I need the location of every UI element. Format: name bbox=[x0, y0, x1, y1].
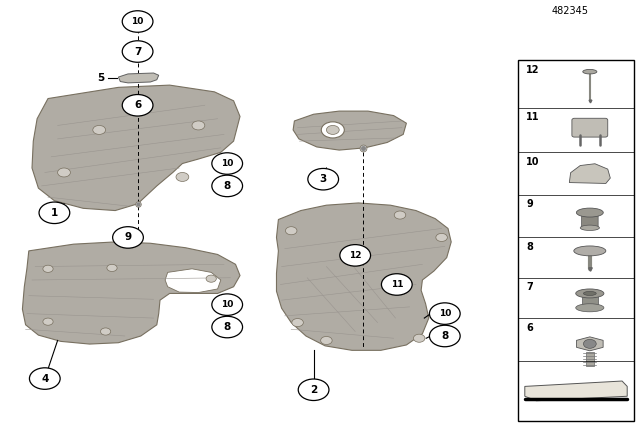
Circle shape bbox=[413, 334, 425, 342]
Text: 4: 4 bbox=[41, 374, 49, 383]
Circle shape bbox=[113, 227, 143, 248]
Circle shape bbox=[308, 168, 339, 190]
Text: 11: 11 bbox=[390, 280, 403, 289]
Circle shape bbox=[192, 121, 205, 130]
FancyBboxPatch shape bbox=[586, 352, 594, 366]
Circle shape bbox=[381, 274, 412, 295]
Ellipse shape bbox=[583, 69, 597, 74]
Circle shape bbox=[206, 275, 216, 282]
FancyBboxPatch shape bbox=[572, 118, 608, 137]
Circle shape bbox=[29, 368, 60, 389]
Text: 11: 11 bbox=[526, 112, 540, 122]
Text: 1: 1 bbox=[51, 208, 58, 218]
Ellipse shape bbox=[576, 304, 604, 312]
Polygon shape bbox=[577, 337, 603, 351]
Text: 6: 6 bbox=[526, 323, 533, 332]
Circle shape bbox=[43, 265, 53, 272]
Circle shape bbox=[122, 95, 153, 116]
Polygon shape bbox=[22, 242, 240, 344]
Polygon shape bbox=[525, 381, 627, 401]
Circle shape bbox=[107, 264, 117, 271]
Text: 3: 3 bbox=[319, 174, 327, 184]
Circle shape bbox=[326, 125, 339, 134]
Circle shape bbox=[100, 328, 111, 335]
Circle shape bbox=[122, 11, 153, 32]
Polygon shape bbox=[276, 203, 451, 350]
Circle shape bbox=[212, 153, 243, 174]
Text: 8: 8 bbox=[223, 181, 231, 191]
Circle shape bbox=[212, 316, 243, 338]
Text: 10: 10 bbox=[221, 159, 234, 168]
Circle shape bbox=[43, 318, 53, 325]
Polygon shape bbox=[126, 18, 149, 28]
Polygon shape bbox=[118, 73, 159, 83]
Ellipse shape bbox=[574, 246, 606, 256]
Circle shape bbox=[212, 294, 243, 315]
Text: 12: 12 bbox=[349, 251, 362, 260]
Ellipse shape bbox=[576, 289, 604, 298]
Polygon shape bbox=[570, 164, 611, 184]
Text: 10: 10 bbox=[526, 157, 540, 167]
Text: 8: 8 bbox=[441, 331, 449, 341]
Circle shape bbox=[58, 168, 70, 177]
Circle shape bbox=[429, 303, 460, 324]
Circle shape bbox=[340, 245, 371, 266]
Text: 8: 8 bbox=[526, 242, 533, 252]
Text: 5: 5 bbox=[97, 73, 105, 83]
Text: 8: 8 bbox=[223, 322, 231, 332]
Ellipse shape bbox=[128, 47, 147, 54]
Ellipse shape bbox=[129, 100, 147, 108]
Polygon shape bbox=[32, 85, 240, 211]
Circle shape bbox=[429, 325, 460, 347]
Text: 12: 12 bbox=[526, 65, 540, 75]
Text: 482345: 482345 bbox=[551, 6, 588, 16]
Text: 7: 7 bbox=[526, 282, 533, 292]
Circle shape bbox=[394, 211, 406, 219]
Circle shape bbox=[93, 125, 106, 134]
Text: 6: 6 bbox=[134, 100, 141, 110]
Text: 10: 10 bbox=[438, 309, 451, 318]
Ellipse shape bbox=[580, 225, 600, 230]
Text: 10: 10 bbox=[131, 17, 144, 26]
Circle shape bbox=[39, 202, 70, 224]
Bar bbox=[518, 60, 634, 421]
Polygon shape bbox=[165, 269, 221, 293]
Circle shape bbox=[212, 175, 243, 197]
Ellipse shape bbox=[584, 292, 596, 296]
FancyBboxPatch shape bbox=[582, 211, 598, 229]
Circle shape bbox=[436, 233, 447, 241]
Ellipse shape bbox=[577, 208, 604, 217]
Circle shape bbox=[321, 122, 344, 138]
FancyBboxPatch shape bbox=[582, 293, 598, 308]
Circle shape bbox=[298, 379, 329, 401]
Circle shape bbox=[285, 227, 297, 235]
Circle shape bbox=[292, 319, 303, 327]
Circle shape bbox=[176, 172, 189, 181]
Circle shape bbox=[122, 41, 153, 62]
Text: 7: 7 bbox=[134, 47, 141, 56]
Circle shape bbox=[321, 336, 332, 345]
Polygon shape bbox=[293, 111, 406, 150]
Circle shape bbox=[132, 100, 143, 108]
Circle shape bbox=[584, 340, 596, 349]
Text: 9: 9 bbox=[526, 199, 533, 209]
Text: 9: 9 bbox=[124, 233, 132, 242]
Text: 10: 10 bbox=[221, 300, 234, 309]
Text: 2: 2 bbox=[310, 385, 317, 395]
Circle shape bbox=[132, 47, 143, 54]
